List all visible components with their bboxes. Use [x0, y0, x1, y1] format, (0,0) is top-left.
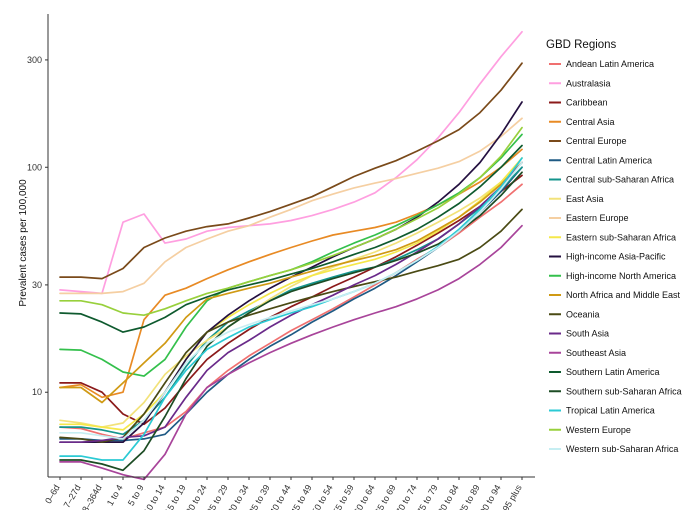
plot-area [59, 30, 523, 481]
x-tick-label: 15 to 19 [163, 483, 188, 510]
series-line [59, 144, 523, 333]
legend-label: Central Asia [566, 117, 615, 127]
legend-label: Western sub-Saharan Africa [566, 444, 678, 454]
x-tick-label: 50 to 54 [310, 483, 335, 510]
legend-item: Southeast Asia [549, 348, 626, 358]
series-line [59, 101, 523, 444]
y-tick-label: 30 [32, 280, 42, 290]
legend-label: High-income Asia-Pacific [566, 252, 666, 262]
x-tick-label: 70 to 74 [394, 483, 419, 510]
legend-label: Eastern sub-Saharan Africa [566, 232, 676, 242]
legend-title: GBD Regions [546, 39, 617, 51]
legend-item: Andean Latin America [549, 59, 654, 69]
legend-item: South Asia [549, 329, 609, 339]
series-line [59, 126, 523, 317]
x-tick-label: 5 to 9 [126, 483, 146, 508]
series-line [59, 30, 523, 295]
legend-item: East Asia [549, 194, 604, 204]
legend-label: Oceania [566, 309, 600, 319]
legend: GBD Regions Andean Latin America Australa… [546, 39, 682, 454]
legend-item: Western sub-Saharan Africa [549, 444, 678, 454]
legend-label: High-income North America [566, 271, 676, 281]
x-tick-label: 85 to 89 [457, 483, 482, 510]
y-tick-label: 100 [27, 162, 42, 172]
legend-item: Western Europe [549, 425, 631, 435]
x-tick-label: 90 to 94 [478, 483, 503, 510]
x-tick-label: 55 to 59 [331, 483, 356, 510]
legend-item: North Africa and Middle East [549, 290, 681, 300]
series-line [59, 157, 523, 461]
legend-label: South Asia [566, 329, 609, 339]
series-line [59, 117, 523, 295]
legend-label: Central sub-Saharan Africa [566, 175, 674, 185]
y-tick-label: 300 [27, 55, 42, 65]
series-line [59, 133, 523, 377]
legend-item: Caribbean [549, 98, 608, 108]
x-tick-label: 20 to 24 [184, 483, 209, 510]
x-tick-label: 45 to 49 [289, 483, 314, 510]
x-tick-label: 65 to 69 [373, 483, 398, 510]
legend-label: Australasia [566, 78, 611, 88]
legend-item: Central Latin America [549, 155, 652, 165]
series-line [59, 161, 523, 404]
legend-item: Central Asia [549, 117, 615, 127]
x-tick-label: 30 to 34 [226, 483, 251, 510]
legend-label: Central Latin America [566, 155, 652, 165]
y-axis: 10 30 100 300 [27, 14, 49, 477]
x-tick-label: 7–27d [62, 483, 83, 510]
x-tick-label: 40 to 44 [268, 483, 293, 510]
series-line [59, 161, 523, 440]
legend-item: High-income North America [549, 271, 676, 281]
series-line [59, 62, 523, 280]
series-line [59, 161, 523, 444]
x-tick-label: 0–6d [43, 483, 62, 505]
legend-label: Southern Latin America [566, 367, 660, 377]
legend-label: East Asia [566, 194, 604, 204]
legend-label: Southeast Asia [566, 348, 626, 358]
legend-item: Australasia [549, 78, 611, 88]
legend-label: Andean Latin America [566, 59, 654, 69]
legend-item: Tropical Latin America [549, 406, 655, 416]
x-tick-label: 80 to 84 [436, 483, 461, 510]
series-line [59, 224, 523, 481]
legend-item: Southern sub-Saharan Africa [549, 386, 682, 396]
series-line [59, 157, 523, 431]
x-tick-label: 28–364d [78, 483, 104, 510]
legend-item: Eastern Europe [549, 213, 629, 223]
legend-item: Central Europe [549, 136, 627, 146]
legend-item: Eastern sub-Saharan Africa [549, 232, 676, 242]
legend-item: Central sub-Saharan Africa [549, 175, 674, 185]
legend-label: Southern sub-Saharan Africa [566, 386, 682, 396]
series-line [59, 208, 523, 444]
legend-item: Southern Latin America [549, 367, 660, 377]
series-line [59, 161, 523, 428]
legend-label: Caribbean [566, 98, 608, 108]
y-axis-title: Prevalent cases per 100,000 [18, 179, 29, 307]
x-tick-label: 35 to 39 [247, 483, 272, 510]
x-tick-label: 25 to 29 [205, 483, 230, 510]
legend-label: Western Europe [566, 425, 631, 435]
y-tick-label: 10 [32, 387, 42, 397]
x-tick-label: 75 to 79 [415, 483, 440, 510]
legend-item: High-income Asia-Pacific [549, 252, 666, 262]
x-tick-label: 95 plus [501, 483, 524, 510]
x-tick-label: 10 to 14 [142, 483, 167, 510]
legend-item: Oceania [549, 309, 600, 319]
legend-label: Eastern Europe [566, 213, 629, 223]
legend-label: North Africa and Middle East [566, 290, 681, 300]
legend-label: Central Europe [566, 136, 627, 146]
x-tick-label: 1 to 4 [105, 483, 125, 508]
legend-label: Tropical Latin America [566, 406, 655, 416]
series-line [59, 174, 523, 426]
x-tick-label: 60 to 64 [352, 483, 377, 510]
